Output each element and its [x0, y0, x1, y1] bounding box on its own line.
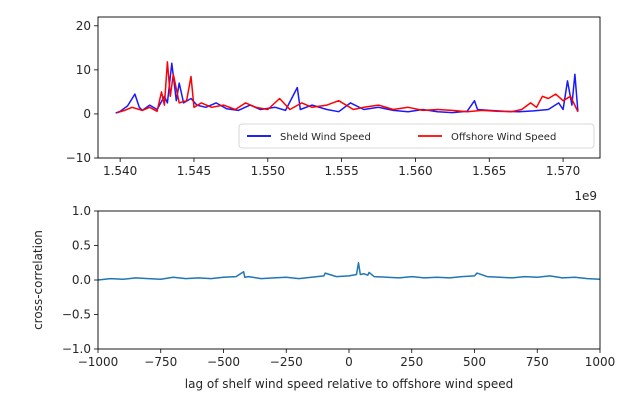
x-tick-label: 750	[526, 355, 549, 369]
y-tick-label: −1.0	[62, 342, 91, 356]
top-axes-frame	[97, 16, 601, 159]
legend: Sheld Wind Speed Offshore Wind Speed	[238, 123, 595, 149]
y-tick-label: 0.5	[72, 239, 91, 253]
x-tick-label: 1000	[585, 355, 616, 369]
y-tick-label: −10	[66, 151, 91, 165]
x-tick-label: −750	[144, 355, 177, 369]
x-tick-label: 250	[400, 355, 423, 369]
y-tick-label: 0	[83, 107, 91, 121]
x-tick-label: 1.570	[546, 164, 580, 178]
x-tick-label: 1.545	[177, 164, 211, 178]
y-tick-label: 0.0	[72, 273, 91, 287]
x-tick-label: 1.565	[472, 164, 506, 178]
top-chart: 1.540 1.545 1.550 1.555 1.560 1.565 1.570 −10 0…	[66, 16, 601, 203]
x-tick-label: 1.540	[103, 164, 137, 178]
series-line-1-0	[97, 262, 601, 281]
x-tick-label: 1.560	[398, 164, 432, 178]
x-tick-label: −250	[270, 355, 303, 369]
legend-label-offshore: Offshore Wind Speed	[451, 132, 556, 143]
y-tick-label: 20	[76, 19, 91, 33]
top-x-ticks: 1.540 1.545 1.550 1.555 1.560 1.565 1.570	[103, 158, 580, 178]
y-tick-label: −0.5	[62, 308, 91, 322]
series-line-0-1	[116, 61, 579, 114]
bottom-y-ticks: −1.0 −0.5 0.0 0.5 1.0	[62, 204, 98, 356]
x-tick-label: 0	[345, 355, 353, 369]
y-tick-label: 1.0	[72, 204, 91, 218]
top-x-offset-label: 1e9	[574, 189, 597, 203]
bottom-plot-area	[97, 262, 601, 281]
x-tick-label: 500	[463, 355, 486, 369]
top-y-ticks: −10 0 10 20	[66, 19, 98, 165]
x-tick-label: −500	[207, 355, 240, 369]
top-plot-area	[115, 61, 579, 114]
bottom-x-ticks: −1000 −750 −500 −250 0 250 500 750 1000	[78, 349, 616, 369]
x-tick-label: −1000	[78, 355, 119, 369]
bottom-y-axis-label: cross-correlation	[31, 230, 45, 330]
y-tick-label: 10	[76, 63, 91, 77]
legend-box	[238, 123, 595, 149]
bottom-chart: −1000 −750 −500 −250 0 250 500 750 1000 −1.0 −0.5…	[31, 204, 615, 391]
legend-label-sheld: Sheld Wind Speed	[280, 132, 371, 143]
bottom-axes-frame	[97, 210, 601, 350]
x-tick-label: 1.555	[324, 164, 358, 178]
bottom-x-axis-label: lag of shelf wind speed relative to offs…	[185, 377, 513, 391]
x-tick-label: 1.550	[251, 164, 285, 178]
